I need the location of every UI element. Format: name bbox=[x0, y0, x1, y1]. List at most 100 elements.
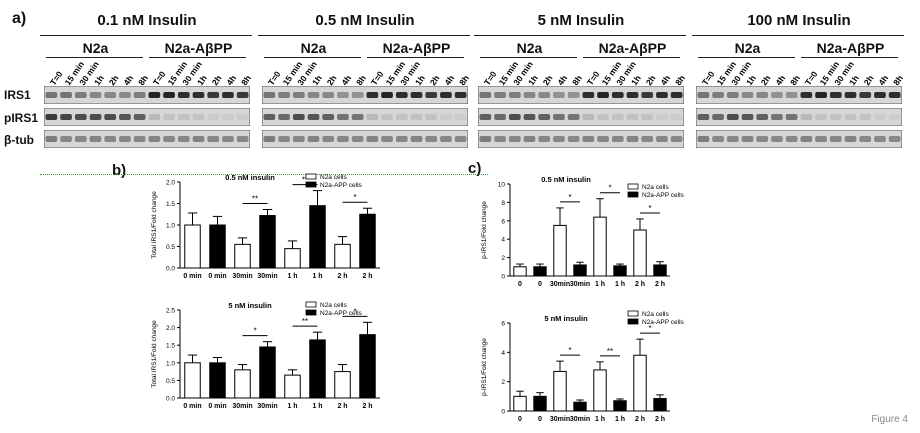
blot-lane-label: 1h bbox=[744, 73, 758, 87]
blot-lane-label: 4h bbox=[224, 73, 238, 87]
blot-lane-label: 1h bbox=[629, 73, 643, 87]
blot-band bbox=[771, 92, 783, 98]
blot-lane-label: 4h bbox=[121, 73, 135, 87]
blot-band bbox=[785, 114, 798, 120]
y-axis-label: Total IRS1/Fold change bbox=[151, 191, 158, 259]
blot-band bbox=[508, 136, 521, 142]
bar-n2a-app bbox=[259, 346, 276, 399]
blot-band bbox=[611, 92, 624, 98]
blot-lane-label: 4h bbox=[658, 73, 672, 87]
blot-band bbox=[163, 114, 175, 120]
bar-n2a bbox=[633, 229, 647, 277]
blot-band bbox=[278, 136, 290, 142]
blot-band bbox=[278, 114, 290, 120]
significance-marker: * bbox=[648, 324, 651, 333]
blot-band bbox=[582, 136, 595, 142]
x-category-label: 0 min bbox=[208, 403, 226, 410]
blot-lane-label: T=0 bbox=[700, 69, 717, 87]
blot-band bbox=[538, 114, 551, 120]
blot-band bbox=[381, 136, 393, 142]
significance-marker: * bbox=[648, 204, 651, 213]
blot-band bbox=[148, 114, 161, 120]
blot-lane-label: T=0 bbox=[151, 69, 168, 87]
blot-band bbox=[45, 92, 58, 98]
blot-strip-beta-tub bbox=[262, 130, 468, 148]
legend-swatch-n2a bbox=[627, 310, 639, 317]
blot-band bbox=[337, 114, 349, 120]
blot-band bbox=[119, 92, 131, 98]
blot-strip-beta-tub bbox=[478, 130, 684, 148]
blot-background bbox=[44, 86, 250, 104]
y-tick-label: 0.0 bbox=[166, 266, 175, 273]
blot-band bbox=[395, 136, 408, 142]
chart-pirs1-05nm: 0.5 nM insulin 0 2 4 6 8 10 p-IRS1/Fold change 0… bbox=[481, 175, 685, 288]
blot-lane-label: 4h bbox=[773, 73, 787, 87]
blot-strip-beta-tub bbox=[696, 130, 902, 148]
blot-lane-label: 4h bbox=[876, 73, 890, 87]
blot-band bbox=[440, 136, 452, 142]
blot-band bbox=[104, 92, 117, 98]
legend-swatch-n2a-app bbox=[627, 191, 639, 198]
blot-band bbox=[307, 114, 320, 120]
significance-marker: ** bbox=[252, 195, 258, 204]
blot-band bbox=[74, 114, 87, 120]
blot-band bbox=[538, 136, 551, 142]
blot-band bbox=[844, 136, 857, 142]
blot-band bbox=[726, 136, 739, 142]
blot-band bbox=[337, 92, 349, 98]
blot-band bbox=[553, 136, 565, 142]
blot-band bbox=[874, 136, 886, 142]
y-tick-label: 4 bbox=[501, 350, 505, 357]
blot-lane-label: 2h bbox=[862, 73, 876, 87]
bar-n2a-app bbox=[309, 205, 326, 269]
significance-marker: * bbox=[353, 307, 356, 316]
blot-group-title: 5 nM Insulin bbox=[537, 12, 625, 29]
blot-band bbox=[60, 136, 72, 142]
x-category-label: 30min bbox=[550, 281, 570, 288]
y-tick-label: 2.0 bbox=[166, 325, 175, 332]
blot-background bbox=[696, 130, 902, 148]
blot-band bbox=[859, 136, 872, 142]
blot-band bbox=[726, 114, 739, 120]
bar-n2a-app bbox=[613, 400, 627, 412]
y-tick-label: 8 bbox=[501, 200, 505, 207]
significance-marker: ** bbox=[302, 176, 308, 185]
blot-strip-irs1 bbox=[696, 86, 902, 104]
blot-band bbox=[656, 136, 668, 142]
blot-lane-label: 8h bbox=[136, 73, 150, 87]
chart-title: 0.5 nM insulin bbox=[225, 173, 275, 182]
blot-subgroup-n2a: N2a bbox=[516, 40, 543, 56]
blot-band bbox=[236, 92, 249, 98]
bar-n2a-app bbox=[259, 215, 276, 269]
blot-band bbox=[163, 92, 175, 98]
y-tick-label: 1.5 bbox=[166, 343, 175, 350]
blot-band bbox=[815, 136, 827, 142]
blot-band bbox=[263, 114, 276, 120]
blot-band bbox=[829, 92, 842, 98]
bar-n2a bbox=[284, 248, 301, 269]
y-tick-label: 2 bbox=[501, 255, 505, 262]
blot-band bbox=[222, 92, 234, 98]
blot-band bbox=[656, 114, 668, 120]
bar-n2a bbox=[553, 370, 567, 412]
blot-strip-irs1 bbox=[44, 86, 250, 104]
blot-lane-label: 2h bbox=[325, 73, 339, 87]
blot-band bbox=[440, 114, 452, 120]
bar-n2a-app bbox=[653, 264, 667, 277]
legend-label-n2a-app: N2a-APP cells bbox=[642, 192, 685, 199]
blot-band bbox=[177, 136, 190, 142]
blot-band bbox=[538, 92, 551, 98]
blot-band bbox=[454, 92, 467, 98]
blot-background bbox=[696, 108, 902, 126]
legend-swatch-n2a bbox=[305, 173, 317, 180]
blot-subgroup-rule bbox=[367, 57, 464, 58]
chart-total-irs1-05nm: 0.5 nM insulin 0.0 0.5 1.0 1.5 2.0 Total IRS1/… bbox=[151, 173, 380, 280]
blot-band bbox=[366, 114, 379, 120]
x-category-label: 1 h bbox=[287, 273, 297, 280]
x-category-label: 1 h bbox=[615, 416, 625, 423]
x-category-label: 1 h bbox=[312, 403, 322, 410]
x-category-label: 0 min bbox=[208, 273, 226, 280]
x-category-label: 2 h bbox=[635, 416, 645, 423]
bar-n2a bbox=[633, 354, 647, 412]
